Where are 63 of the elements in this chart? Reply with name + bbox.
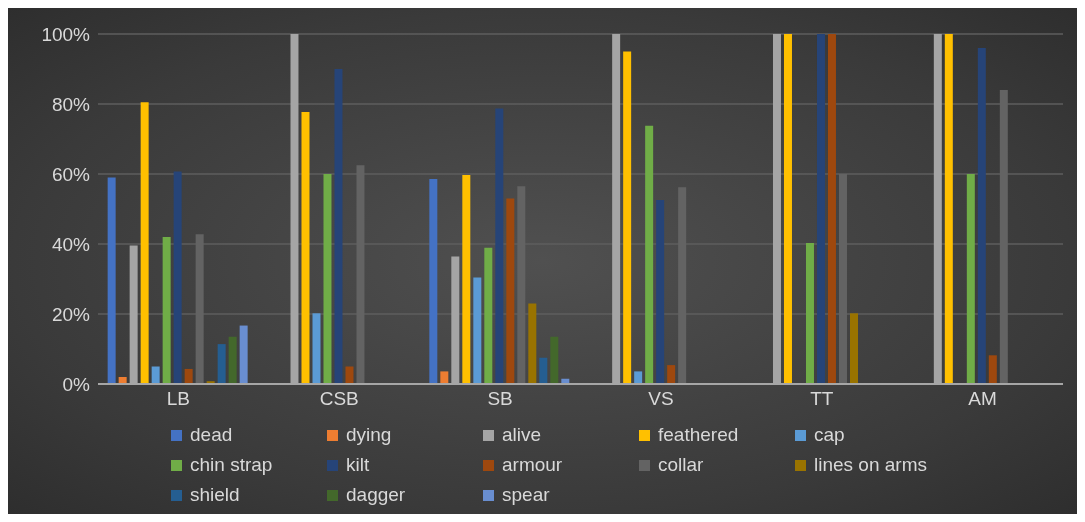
legend-label: shield <box>190 484 240 506</box>
y-tick-label: 60% <box>51 163 91 185</box>
legend-label: feathered <box>658 424 739 446</box>
bar <box>312 313 321 384</box>
x-tick-label: LB <box>166 388 191 410</box>
bar <box>944 34 953 384</box>
bar <box>462 175 471 384</box>
bar <box>239 325 248 384</box>
bar <box>623 51 632 384</box>
bar <box>323 174 332 384</box>
bar <box>228 336 237 384</box>
bar <box>162 237 171 384</box>
bar <box>484 247 493 384</box>
y-tick-label: 20% <box>51 303 91 325</box>
x-tick-label: AM <box>968 388 997 410</box>
bar <box>634 371 643 384</box>
bar <box>988 355 997 384</box>
x-tick-label: SB <box>487 388 513 410</box>
legend-label: chin strap <box>190 454 273 476</box>
y-tick-label: 80% <box>51 93 91 115</box>
legend-label: dagger <box>346 484 406 506</box>
bar <box>429 178 438 384</box>
y-tick-label: 40% <box>51 233 91 255</box>
bar <box>977 48 986 384</box>
legend-label: dying <box>346 424 392 446</box>
bar <box>816 34 825 384</box>
bar <box>345 366 354 384</box>
legend-label: armour <box>502 454 563 476</box>
bar <box>805 242 814 384</box>
legend-label: alive <box>502 424 542 446</box>
bar <box>184 368 193 384</box>
bar <box>440 371 449 384</box>
x-tick-label: TT <box>810 388 834 410</box>
x-tick-label: CSB <box>319 388 359 410</box>
bar <box>849 313 858 384</box>
legend-label: cap <box>814 424 845 446</box>
bar <box>645 125 654 384</box>
x-tick-label: VS <box>648 388 674 410</box>
bar <box>151 366 160 384</box>
bar <box>140 102 149 384</box>
bar <box>656 199 665 384</box>
bar <box>107 177 116 384</box>
bar <box>550 336 559 384</box>
bar <box>173 171 182 384</box>
bar <box>827 34 836 384</box>
legend-label: dead <box>190 424 233 446</box>
y-tick-label: 0% <box>62 373 91 395</box>
bar <box>667 365 676 384</box>
legend-label: spear <box>502 484 550 506</box>
bar <box>528 303 537 384</box>
bar <box>495 108 504 384</box>
bar <box>966 174 975 384</box>
bar <box>783 34 792 384</box>
bar <box>334 69 343 384</box>
bar <box>506 198 515 384</box>
bar <box>301 112 310 384</box>
y-tick-label: 100% <box>41 23 91 45</box>
bar <box>539 357 548 384</box>
bar <box>217 344 226 384</box>
legend-label: lines on arms <box>814 454 927 476</box>
legend-label: kilt <box>346 454 370 476</box>
bar <box>473 277 482 384</box>
legend-label: collar <box>658 454 704 476</box>
